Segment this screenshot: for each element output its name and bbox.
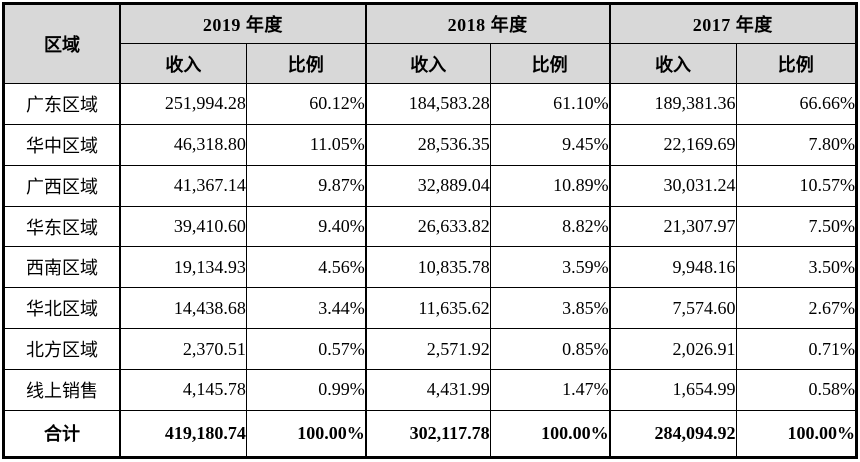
ratio-2019: 4.56% xyxy=(245,246,367,289)
ratio-2017: 7.50% xyxy=(735,205,858,248)
ratio-2017: 3.50% xyxy=(735,246,858,289)
table-row-xinan: 西南区域 19,134.93 4.56% 10,835.78 3.59% 9,9… xyxy=(2,246,858,289)
table-row-huadong: 华东区域 39,410.60 9.40% 26,633.82 8.82% 21,… xyxy=(2,205,858,248)
table-row-total: 合计 419,180.74 100.00% 302,117.78 100.00%… xyxy=(2,409,858,459)
table-row-beifang: 北方区域 2,370.51 0.57% 2,571.92 0.85% 2,026… xyxy=(2,328,858,371)
ratio-2018: 3.59% xyxy=(489,246,611,289)
income-2017: 30,031.24 xyxy=(608,164,737,207)
income-2019: 14,438.68 xyxy=(118,287,247,330)
header-row-subcolumns: 收入 比例 收入 比例 收入 比例 xyxy=(4,43,858,84)
subheader-income-2019: 收入 xyxy=(118,43,247,84)
column-header-year-2018: 2018 年度 xyxy=(364,3,611,44)
column-header-year-2019: 2019 年度 xyxy=(118,3,367,44)
income-2017: 2,026.91 xyxy=(608,328,737,371)
ratio-2017: 0.71% xyxy=(735,328,858,371)
income-2019: 251,994.28 xyxy=(118,83,247,125)
income-2017: 7,574.60 xyxy=(608,287,737,330)
region-label: 广西区域 xyxy=(2,164,121,207)
income-2017: 21,307.97 xyxy=(608,205,737,248)
ratio-2017: 2.67% xyxy=(735,287,858,330)
header-row-years: 区域 2019 年度 2018 年度 2017 年度 xyxy=(2,3,857,84)
income-2017: 189,381.36 xyxy=(608,83,737,125)
total-income-2019: 419,180.74 xyxy=(118,409,247,459)
region-label: 西南区域 xyxy=(2,246,121,289)
income-2018: 2,571.92 xyxy=(364,328,491,371)
ratio-2018: 1.47% xyxy=(489,369,611,411)
ratio-2019: 11.05% xyxy=(245,123,367,166)
table-row-huabei: 华北区域 14,438.68 3.44% 11,635.62 3.85% 7,5… xyxy=(2,287,858,330)
region-label: 线上销售 xyxy=(2,369,121,411)
total-ratio-2017: 100.00% xyxy=(735,409,858,459)
subheader-income-2018: 收入 xyxy=(364,43,491,84)
ratio-2019: 60.12% xyxy=(245,83,367,125)
total-ratio-2019: 100.00% xyxy=(245,409,367,459)
table-row-guangxi: 广西区域 41,367.14 9.87% 32,889.04 10.89% 30… xyxy=(2,164,858,207)
total-income-2017: 284,094.92 xyxy=(608,409,737,459)
table-row-online-sales: 线上销售 4,145.78 0.99% 4,431.99 1.47% 1,654… xyxy=(2,369,858,411)
total-label: 合计 xyxy=(2,409,121,459)
table-row-huazhong: 华中区域 46,318.80 11.05% 28,536.35 9.45% 22… xyxy=(2,123,858,166)
region-label: 华北区域 xyxy=(2,287,121,330)
ratio-2019: 9.87% xyxy=(245,164,367,207)
income-2018: 11,635.62 xyxy=(364,287,491,330)
region-label: 华东区域 xyxy=(2,205,121,248)
income-2019: 2,370.51 xyxy=(118,328,247,371)
ratio-2018: 3.85% xyxy=(489,287,611,330)
income-2017: 9,948.16 xyxy=(608,246,737,289)
ratio-2019: 9.40% xyxy=(245,205,367,248)
income-2017: 1,654.99 xyxy=(608,369,737,411)
subheader-ratio-2018: 比例 xyxy=(489,43,611,84)
income-2017: 22,169.69 xyxy=(608,123,737,166)
income-2018: 184,583.28 xyxy=(364,83,491,125)
ratio-2018: 10.89% xyxy=(489,164,611,207)
region-label: 北方区域 xyxy=(2,328,121,371)
ratio-2019: 0.99% xyxy=(245,369,367,411)
income-2018: 28,536.35 xyxy=(364,123,491,166)
income-2019: 19,134.93 xyxy=(118,246,247,289)
ratio-2019: 3.44% xyxy=(245,287,367,330)
total-income-2018: 302,117.78 xyxy=(364,409,491,459)
subheader-income-2017: 收入 xyxy=(608,43,737,84)
ratio-2019: 0.57% xyxy=(245,328,367,371)
region-label: 华中区域 xyxy=(2,123,121,166)
column-header-region: 区域 xyxy=(2,3,121,84)
ratio-2017: 0.58% xyxy=(735,369,858,411)
ratio-2018: 8.82% xyxy=(489,205,611,248)
ratio-2017: 10.57% xyxy=(735,164,858,207)
column-header-year-2017: 2017 年度 xyxy=(608,3,857,44)
income-2019: 39,410.60 xyxy=(118,205,247,248)
income-2019: 41,367.14 xyxy=(118,164,247,207)
total-ratio-2018: 100.00% xyxy=(489,409,611,459)
region-label: 广东区域 xyxy=(2,83,121,125)
income-2019: 46,318.80 xyxy=(118,123,247,166)
income-2019: 4,145.78 xyxy=(118,369,247,411)
table-row-guangdong: 广东区域 251,994.28 60.12% 184,583.28 61.10%… xyxy=(2,83,858,125)
subheader-ratio-2017: 比例 xyxy=(735,43,858,84)
table-body: 广东区域 251,994.28 60.12% 184,583.28 61.10%… xyxy=(2,83,858,459)
ratio-2018: 0.85% xyxy=(489,328,611,371)
ratio-2018: 61.10% xyxy=(489,83,611,125)
income-2018: 10,835.78 xyxy=(364,246,491,289)
table-header: 区域 2019 年度 2018 年度 2017 年度 收入 比例 收入 比例 收… xyxy=(2,3,858,84)
subheader-ratio-2019: 比例 xyxy=(245,43,367,84)
income-2018: 32,889.04 xyxy=(364,164,491,207)
income-2018: 4,431.99 xyxy=(364,369,491,411)
ratio-2017: 7.80% xyxy=(735,123,858,166)
income-2018: 26,633.82 xyxy=(364,205,491,248)
ratio-2017: 66.66% xyxy=(735,83,858,125)
ratio-2018: 9.45% xyxy=(489,123,611,166)
